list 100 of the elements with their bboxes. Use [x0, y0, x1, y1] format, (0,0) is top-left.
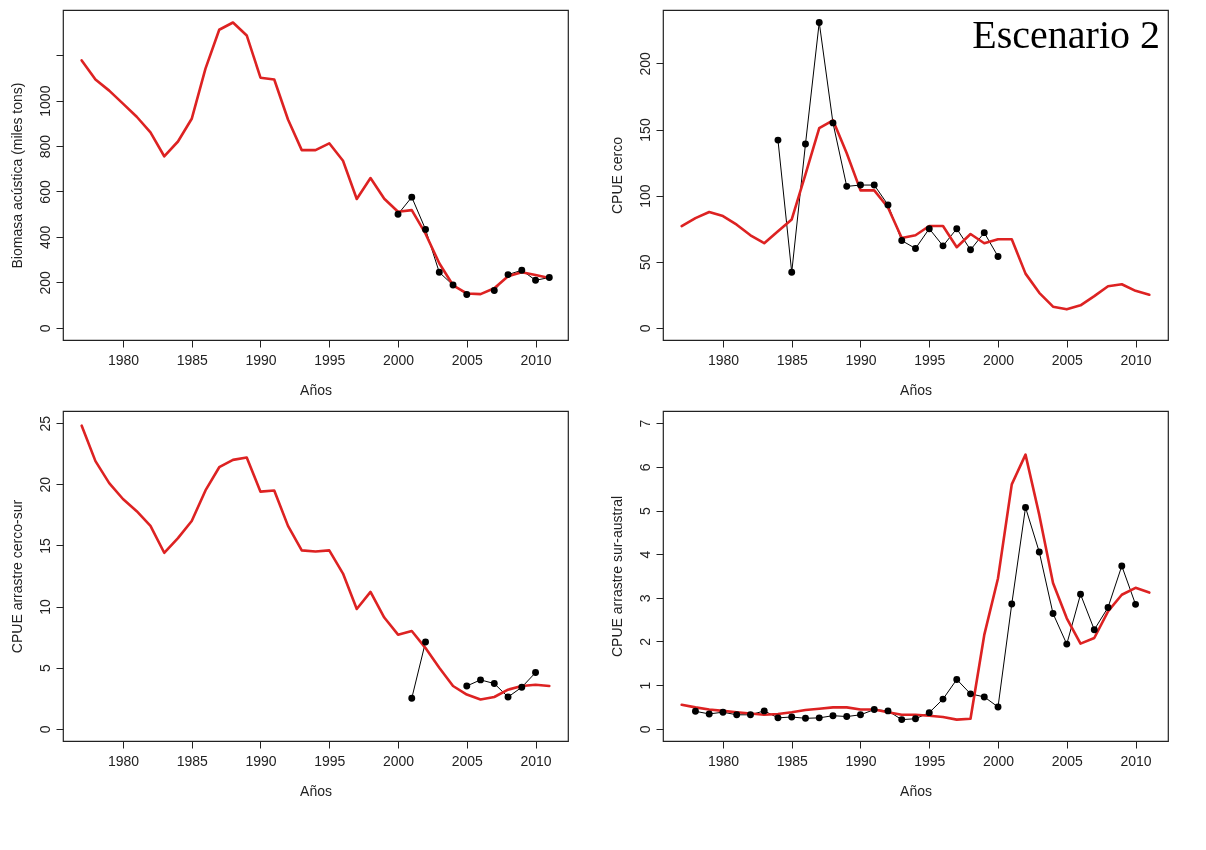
x-tick-label: 2005: [451, 752, 484, 769]
y-tick-label: 25: [36, 415, 53, 432]
point: [733, 711, 741, 719]
point: [884, 201, 892, 209]
x-tick-label: 1980: [707, 752, 740, 769]
point: [518, 683, 526, 691]
point: [953, 676, 961, 683]
x-tick-label: 1995: [314, 351, 346, 368]
point: [1132, 600, 1140, 608]
y-tick-label: 3: [636, 594, 653, 603]
y-tick-label: 150: [636, 118, 653, 142]
x-tick-label: 1985: [776, 752, 809, 769]
x-tick-label: 2000: [982, 351, 1015, 368]
line-series: [680, 118, 1151, 311]
point: [1063, 640, 1071, 648]
point: [925, 709, 933, 717]
y-tick-label: 15: [36, 537, 53, 554]
point: [490, 287, 498, 294]
x-tick-label: 1995: [914, 752, 946, 769]
point: [477, 676, 484, 684]
y-axis-title: CPUE cerco: [608, 136, 625, 215]
point: [774, 714, 782, 722]
x-tick-label: 2000: [982, 752, 1015, 769]
y-tick-label: 0: [636, 324, 653, 333]
x-tick-label: 1980: [107, 752, 140, 769]
y-tick-label: 0: [636, 725, 653, 734]
y-tick-label: 0: [36, 324, 53, 333]
x-tick-label: 1995: [314, 752, 346, 769]
y-tick-label: 20: [36, 476, 53, 493]
y-tick-label: 400: [36, 225, 53, 250]
y-tick-label: 50: [636, 254, 653, 271]
y-tick-label: 200: [36, 270, 53, 295]
point: [939, 695, 947, 703]
point: [408, 694, 416, 702]
point: [422, 225, 429, 233]
point: [504, 693, 512, 701]
y-tick-label: 4: [636, 550, 653, 559]
x-axis-title: Años: [900, 381, 932, 398]
x-tick-label: 1980: [107, 351, 140, 368]
y-tick-label: 0: [36, 725, 53, 734]
y-tick-label: 100: [636, 184, 653, 208]
point: [422, 638, 429, 646]
point: [870, 706, 878, 714]
x-axis-title: Años: [300, 782, 332, 799]
point: [1077, 590, 1084, 598]
y-tick-label: 600: [36, 180, 53, 204]
point: [857, 711, 864, 719]
x-tick-label: 2010: [1120, 351, 1152, 368]
x-tick-label: 1980: [707, 351, 740, 368]
point: [705, 710, 713, 718]
point: [980, 229, 988, 237]
x-tick-label: 2010: [520, 752, 552, 769]
x-tick-label: 1990: [245, 752, 277, 769]
point: [532, 669, 540, 677]
point: [1022, 504, 1029, 511]
point: [829, 119, 837, 127]
point: [967, 246, 974, 254]
point: [760, 707, 768, 715]
x-tick-label: 1985: [176, 752, 209, 769]
point: [719, 708, 727, 716]
line-series: [680, 453, 1151, 721]
point: [802, 714, 809, 722]
point: [994, 252, 1002, 260]
y-axis-title: CPUE arrastre sur-austral: [608, 495, 625, 658]
point: [1008, 600, 1016, 608]
point: [870, 181, 878, 189]
point: [788, 713, 796, 721]
x-axis-title: Años: [900, 782, 932, 799]
x-tick-label: 1995: [914, 351, 946, 368]
point: [1104, 603, 1112, 611]
point: [980, 693, 988, 701]
x-tick-label: 1985: [176, 351, 209, 368]
point: [925, 225, 933, 233]
line-series: [80, 424, 551, 701]
x-tick-label: 2005: [1051, 752, 1084, 769]
y-tick-label: 5: [636, 506, 653, 515]
y-tick-label: 5: [36, 664, 53, 673]
x-tick-label: 1990: [845, 351, 877, 368]
point: [532, 276, 540, 284]
x-tick-label: 1985: [776, 351, 809, 368]
y-tick-label: 800: [36, 134, 53, 159]
point: [1035, 548, 1043, 556]
point: [788, 268, 796, 276]
annotation: Escenario 2: [972, 12, 1160, 57]
point: [449, 281, 457, 289]
point: [843, 182, 851, 190]
y-axis-title: CPUE arrastre cerco-sur: [8, 499, 25, 654]
point: [394, 210, 402, 218]
x-tick-label: 2000: [382, 752, 415, 769]
point: [967, 690, 974, 698]
point: [953, 225, 961, 233]
point: [1118, 562, 1126, 570]
x-tick-label: 2005: [1051, 351, 1084, 368]
point: [802, 140, 809, 148]
point: [435, 268, 443, 276]
point: [815, 18, 823, 26]
x-tick-label: 2010: [1120, 752, 1152, 769]
point: [815, 714, 823, 722]
point: [912, 715, 919, 723]
x-tick-label: 2005: [451, 351, 484, 368]
